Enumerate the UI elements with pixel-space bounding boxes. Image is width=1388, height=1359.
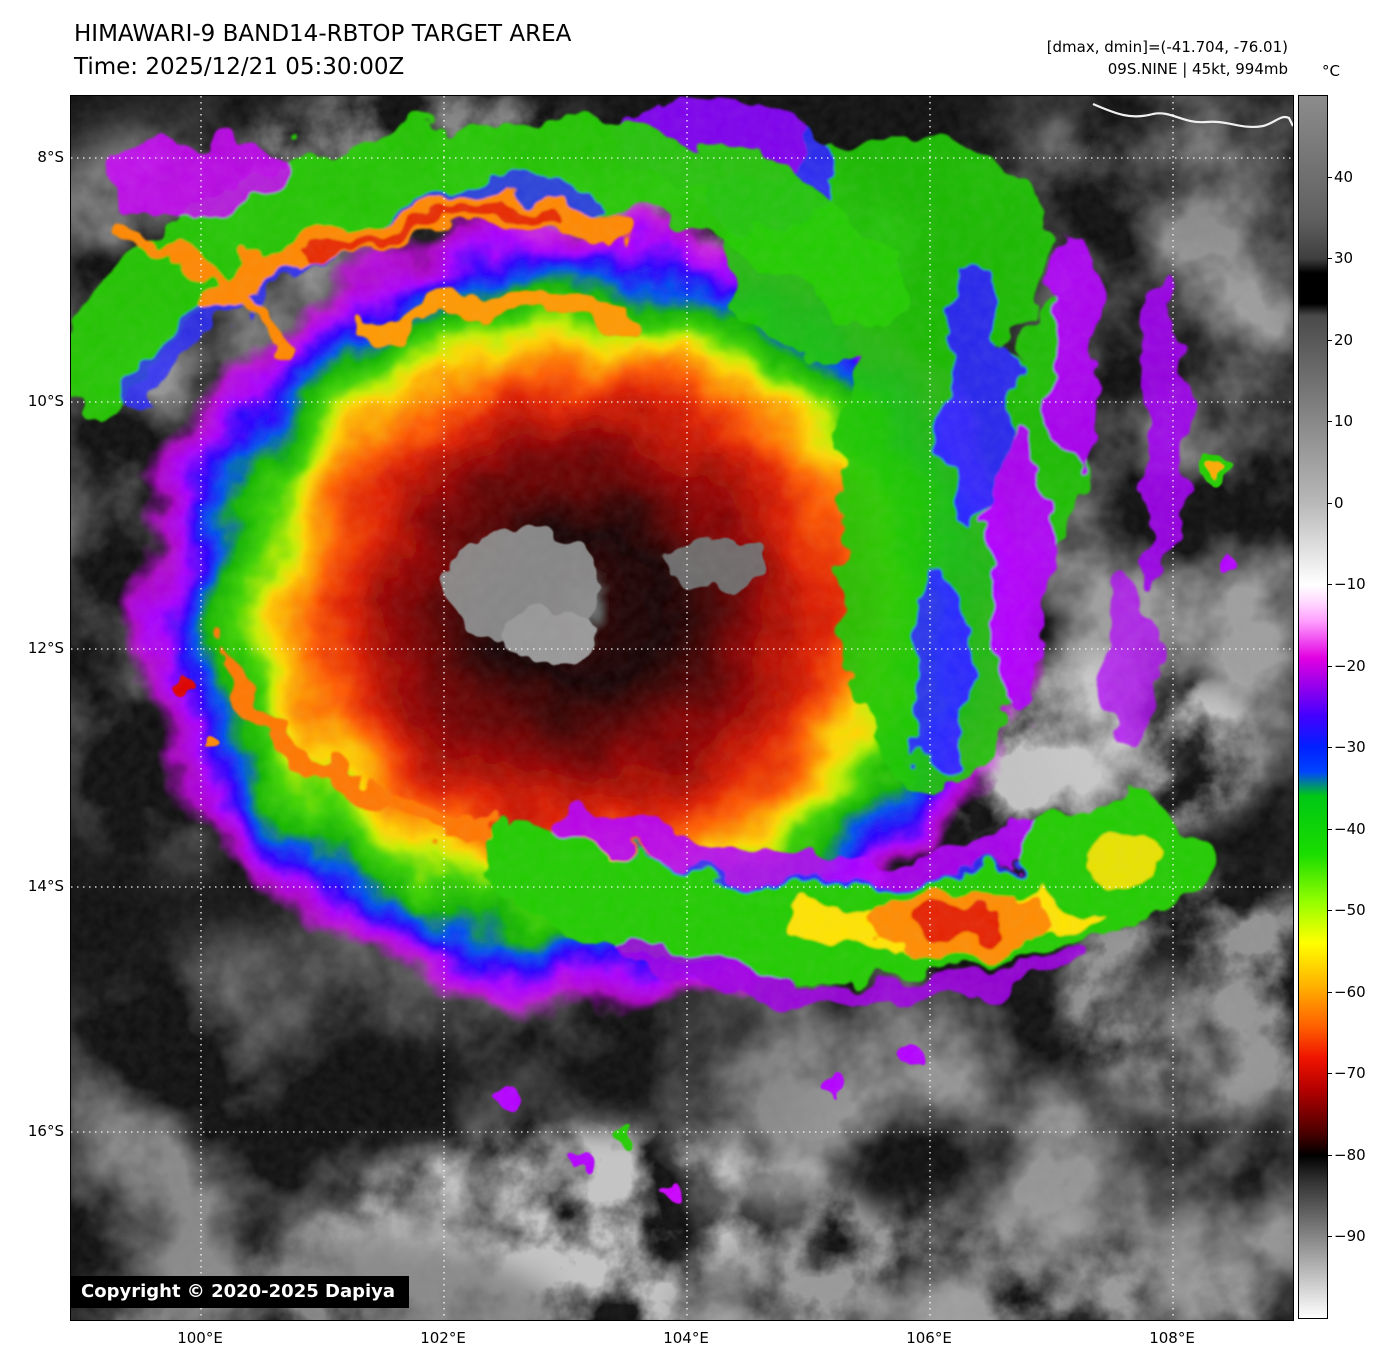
lat-label-14s: 14°S bbox=[27, 877, 64, 895]
lon-label-102e: 102°E bbox=[420, 1329, 466, 1347]
colorbar-tick-m70: −70 bbox=[1327, 1064, 1366, 1082]
colorbar-tick-m90: −90 bbox=[1327, 1227, 1366, 1245]
dmax-dmin-readout: [dmax, dmin]=(-41.704, -76.01) bbox=[1046, 38, 1288, 56]
lat-label-12s: 12°S bbox=[27, 639, 64, 657]
storm-info: 09S.NINE | 45kt, 994mb bbox=[1107, 60, 1288, 78]
lon-label-104e: 104°E bbox=[663, 1329, 709, 1347]
lat-label-10s: 10°S bbox=[27, 392, 64, 410]
satellite-image bbox=[71, 96, 1293, 1320]
colorbar-tick-10: 10 bbox=[1326, 412, 1354, 430]
colorbar-unit: °C bbox=[1322, 62, 1340, 80]
colorbar-tick-m10: −10 bbox=[1327, 575, 1366, 593]
colorbar-tick-m50: −50 bbox=[1327, 901, 1366, 919]
figure-timestamp: Time: 2025/12/21 05:30:00Z bbox=[74, 54, 405, 80]
colorbar-tick-m30: −30 bbox=[1327, 738, 1366, 756]
satellite-map: Copyright © 2020-2025 Dapiya bbox=[70, 95, 1294, 1321]
colorbar-tick-m80: −80 bbox=[1327, 1146, 1366, 1164]
colorbar-tick-m40: −40 bbox=[1327, 820, 1366, 838]
copyright-label: Copyright © 2020-2025 Dapiya bbox=[71, 1276, 410, 1308]
figure-header-right: [dmax, dmin]=(-41.704, -76.01) 09S.NINE … bbox=[1047, 36, 1288, 80]
lon-label-106e: 106°E bbox=[906, 1329, 952, 1347]
coastline bbox=[1092, 102, 1293, 128]
colorbar-tick-40: 40 bbox=[1326, 168, 1354, 186]
lon-label-100e: 100°E bbox=[177, 1329, 223, 1347]
figure-header: HIMAWARI-9 BAND14-RBTOP TARGET AREA Time… bbox=[74, 18, 571, 84]
colorbar-tick-0: 0 bbox=[1327, 494, 1344, 512]
figure-title: HIMAWARI-9 BAND14-RBTOP TARGET AREA bbox=[74, 21, 572, 47]
gridlines bbox=[71, 96, 1293, 1320]
colorbar bbox=[1298, 95, 1328, 1319]
grain-texture bbox=[71, 96, 1293, 1320]
lat-label-8s: 8°S bbox=[37, 148, 64, 166]
lon-label-108e: 108°E bbox=[1149, 1329, 1195, 1347]
colorbar-tick-20: 20 bbox=[1326, 331, 1354, 349]
colorbar-tick-m20: −20 bbox=[1327, 657, 1366, 675]
colorbar-tick-m60: −60 bbox=[1327, 983, 1366, 1001]
lat-label-16s: 16°S bbox=[27, 1122, 64, 1140]
colorbar-tick-30: 30 bbox=[1326, 249, 1354, 267]
